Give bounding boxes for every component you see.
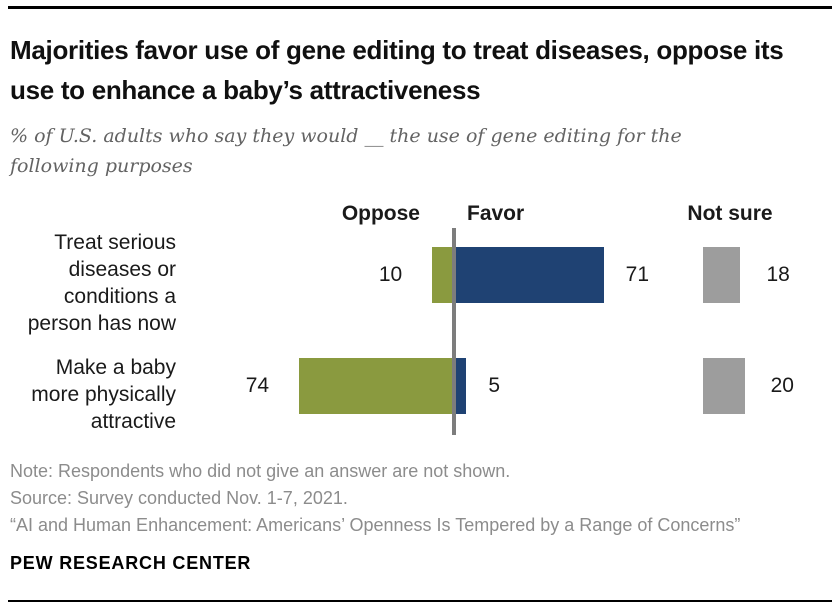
value-label-oppose-make-baby: 74 [245,374,270,397]
category-label-make-baby-attractive: Make a baby more physically attractive [31,356,176,433]
value-label-favor-treat-diseases: 71 [625,263,650,286]
source-line: Source: Survey conducted Nov. 1-7, 2021. [10,488,348,508]
value-label-oppose-treat-diseases: 10 [378,263,403,286]
report-title-line: “AI and Human Enhancement: Americans’ Op… [10,515,741,535]
category-label-treat-diseases: Treat serious diseases or conditions a p… [27,231,176,335]
column-header-not-sure: Not sure [687,202,773,225]
favor-bar-treat-diseases [456,247,604,303]
favor-bar-make-baby [456,358,467,414]
chart-title: Majorities favor use of gene editing to … [10,35,784,105]
chart-subtitle: % of U.S. adults who say they would __ t… [10,125,682,177]
column-header-favor: Favor [467,202,525,225]
footnotes: Note: Respondents who did not give an an… [10,458,834,539]
column-header-oppose: Oppose [341,202,420,225]
note-line: Note: Respondents who did not give an an… [10,461,511,481]
oppose-bar-treat-diseases [432,247,453,303]
value-label-not-sure-make-baby: 20 [770,374,794,397]
not-sure-bar-make-baby [703,358,745,414]
pew-research-center-wordmark: PEW RESEARCH CENTER [10,553,252,573]
bottom-rule [8,600,832,602]
top-rule [8,6,832,9]
not-sure-bar-treat-diseases [703,247,741,303]
oppose-bar-make-baby [299,358,453,414]
zero-axis-line [452,228,456,435]
value-label-favor-make-baby: 5 [488,374,501,397]
value-label-not-sure-treat-diseases: 18 [766,263,790,286]
